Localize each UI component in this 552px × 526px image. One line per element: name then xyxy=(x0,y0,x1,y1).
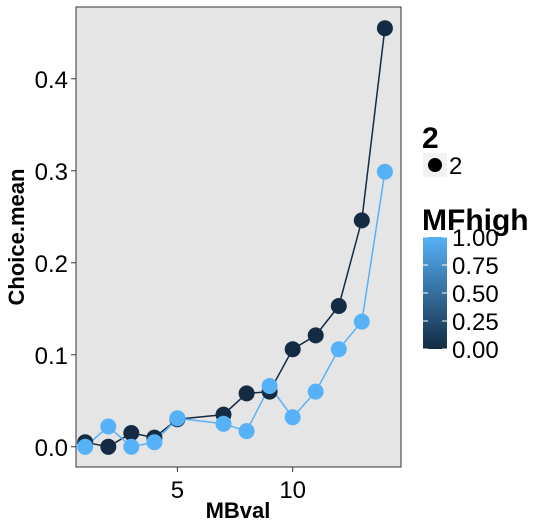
data-point-mfhigh-1 xyxy=(238,423,255,440)
data-point-mfhigh-1 xyxy=(77,438,94,455)
colorbar-tick-label: 0.50 xyxy=(452,281,499,308)
x-tick-label: 5 xyxy=(171,477,184,504)
data-point-mfhigh-0 xyxy=(238,385,255,402)
colorbar-tick-label: 0.75 xyxy=(452,253,499,280)
colorbar-tick-label: 0.25 xyxy=(452,309,499,336)
x-axis-title: MBval xyxy=(206,498,271,523)
legend-shape-label: 2 xyxy=(449,153,462,180)
data-point-mfhigh-0 xyxy=(330,298,347,314)
data-point-mfhigh-1 xyxy=(376,163,393,180)
data-point-mfhigh-1 xyxy=(330,341,347,358)
legend-shape: 2 2 xyxy=(422,122,462,180)
colorbar-ticks: 0.000.250.500.751.00 xyxy=(423,225,499,364)
data-point-mfhigh-1 xyxy=(215,415,232,432)
legend-shape-point xyxy=(428,158,442,172)
y-tick-label: 0.0 xyxy=(35,435,68,462)
data-point-mfhigh-1 xyxy=(169,410,186,427)
data-point-mfhigh-0 xyxy=(284,341,301,358)
y-tick-label: 0.3 xyxy=(35,159,68,186)
series-layer xyxy=(77,20,393,455)
x-axis: 5 10 xyxy=(171,467,306,504)
y-tick-label: 0.1 xyxy=(35,343,68,370)
data-point-mfhigh-0 xyxy=(307,327,324,344)
data-point-mfhigh-0 xyxy=(123,425,140,441)
data-point-mfhigh-1 xyxy=(307,383,324,400)
legend-colorbar-title: MFhigh xyxy=(422,204,529,237)
x-tick-label: 10 xyxy=(279,477,306,504)
data-point-mfhigh-0 xyxy=(353,212,370,229)
y-tick-label: 0.2 xyxy=(35,251,68,278)
colorbar-tick-label: 0.00 xyxy=(452,337,499,364)
data-point-mfhigh-1 xyxy=(123,438,140,455)
colorbar-tick-label: 1.00 xyxy=(452,225,499,252)
data-point-mfhigh-1 xyxy=(353,313,370,330)
data-point-mfhigh-1 xyxy=(100,418,117,435)
data-point-mfhigh-1 xyxy=(146,434,163,451)
data-point-mfhigh-0 xyxy=(376,20,393,37)
y-axis: 0.0 0.1 0.2 0.3 0.4 xyxy=(35,67,76,462)
y-tick-label: 0.4 xyxy=(35,67,68,94)
plot-panel xyxy=(75,6,402,468)
data-point-mfhigh-1 xyxy=(261,378,278,394)
legend-shape-title: 2 xyxy=(422,122,439,155)
legend-colorbar: MFhigh 0.000.250.500.751.00 xyxy=(422,204,529,364)
data-point-mfhigh-1 xyxy=(284,409,301,426)
y-axis-title: Choice.mean xyxy=(4,169,29,306)
data-point-mfhigh-0 xyxy=(100,438,117,455)
